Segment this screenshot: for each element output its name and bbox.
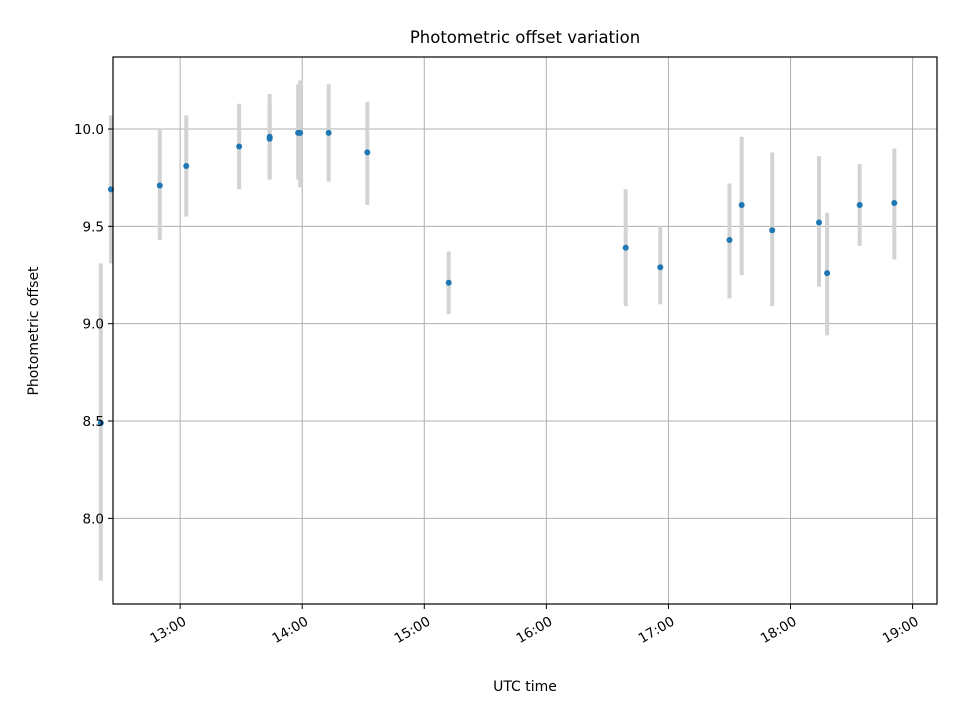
data-point: [891, 199, 898, 206]
data-point: [156, 182, 163, 189]
data-point: [738, 201, 745, 208]
data-points: [97, 129, 898, 426]
grid-lines: [113, 57, 937, 604]
y-tick-label: 8.5: [83, 414, 104, 430]
data-point: [769, 227, 776, 234]
y-tick-label: 10.0: [74, 122, 104, 138]
data-point: [824, 270, 831, 277]
data-point: [622, 244, 629, 251]
data-point: [364, 149, 371, 156]
data-point: [297, 129, 304, 136]
data-point: [815, 219, 822, 226]
y-tick-label: 9.5: [83, 219, 104, 235]
data-point: [236, 143, 243, 150]
y-tick-label: 9.0: [83, 317, 104, 333]
data-point: [325, 129, 332, 136]
data-point: [445, 279, 452, 286]
data-point: [266, 133, 273, 140]
chart-title: Photometric offset variation: [410, 28, 640, 47]
y-axis: 8.0 8.5 9.0 9.5 10.0: [74, 122, 113, 527]
y-tick-label: 8.0: [83, 511, 104, 527]
data-point: [856, 201, 863, 208]
x-axis-label: UTC time: [493, 679, 557, 695]
data-point: [183, 163, 190, 170]
data-point: [726, 236, 733, 243]
y-axis-label: Photometric offset: [26, 266, 42, 396]
plot-frame: [112, 56, 938, 605]
data-point: [657, 264, 664, 271]
data-point: [97, 419, 104, 426]
